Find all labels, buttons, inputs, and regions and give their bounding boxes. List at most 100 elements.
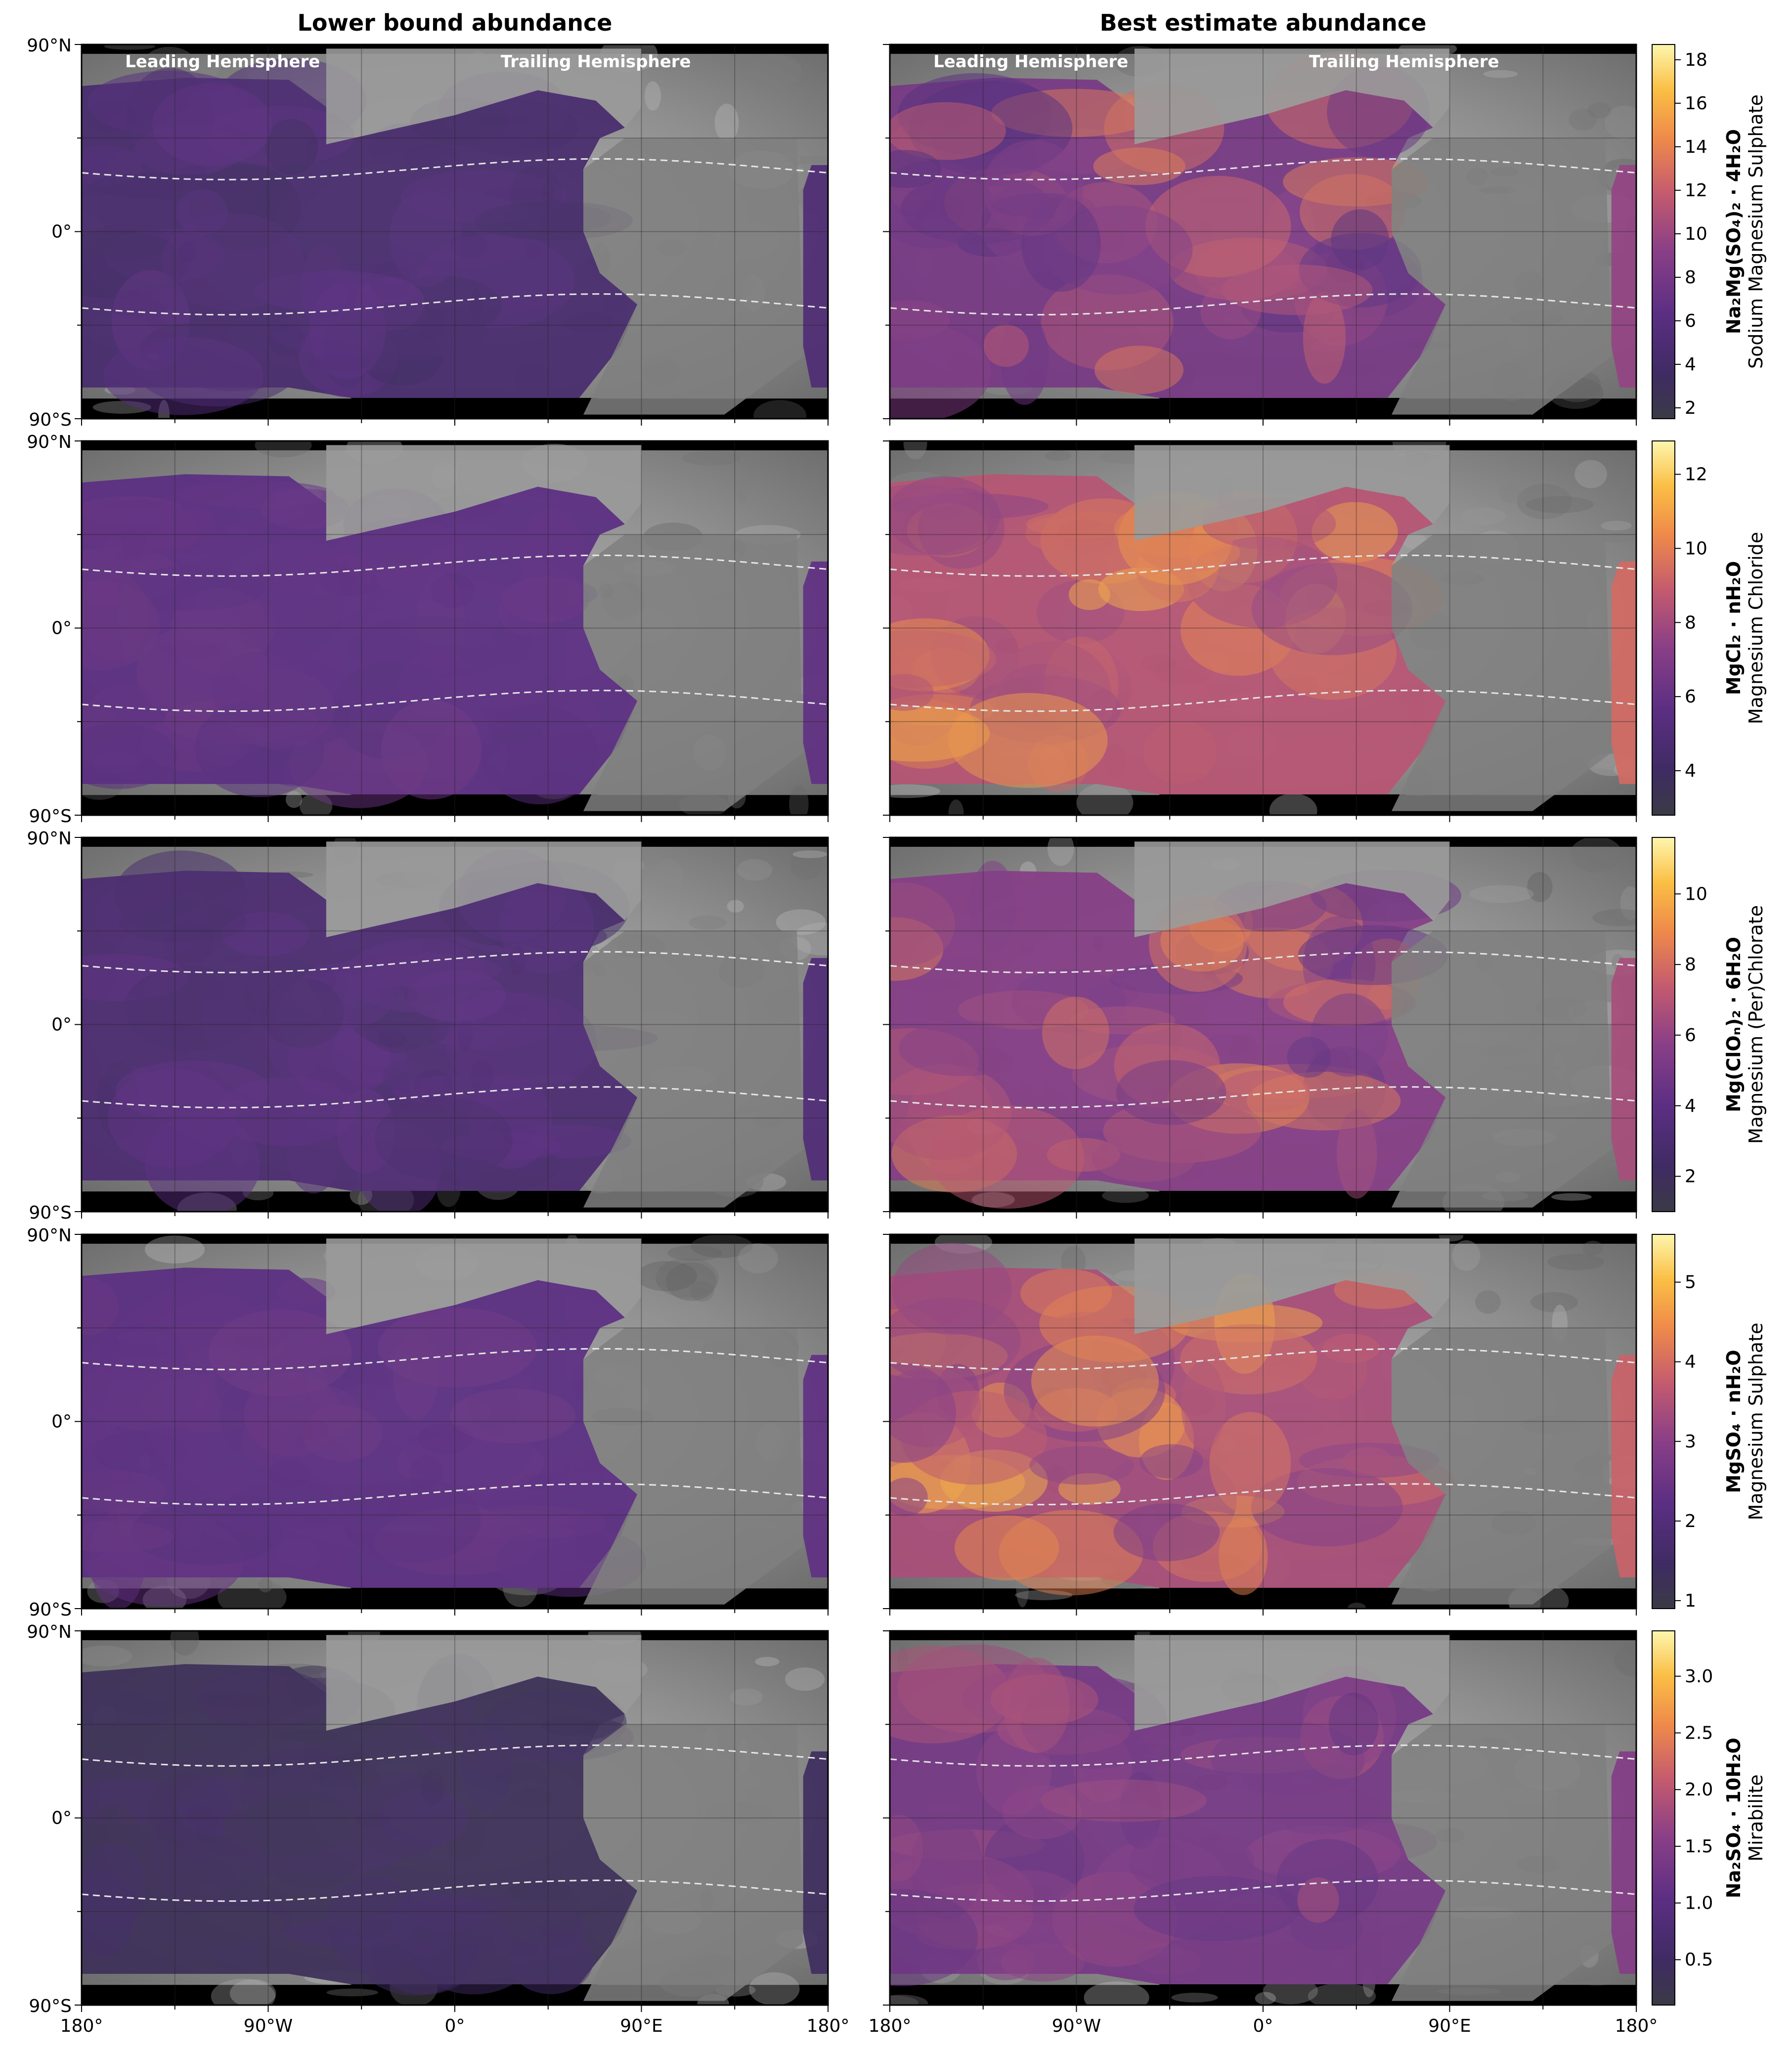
colorbar-1: 2 4 6 8 10 12 14 16 18 Na₂Mg(SO₄)₂ · 4H₂O Sodium M…: [1652, 44, 1767, 419]
colorbar-tick-label: 2: [1685, 1511, 1696, 1531]
map-panel-r4-c1: 90°N 0° 90°S: [27, 1225, 829, 1620]
south-gap: [1159, 1984, 1406, 2000]
uncovered-region: [326, 48, 642, 144]
map-panel-r3-c2: [883, 836, 1637, 1219]
y-tick-label: 0°: [51, 222, 72, 242]
y-tick-label: 90°N: [27, 432, 72, 452]
x-tick-label: 180°: [1615, 2016, 1658, 2036]
uncovered-region: [326, 445, 642, 541]
uncovered-region-east: [1392, 1724, 1612, 2001]
hemisphere-label: Leading Hemisphere: [933, 52, 1128, 72]
colorbar-tick-label: 12: [1685, 464, 1707, 484]
colorbar-tick-label: 1.5: [1685, 1836, 1713, 1857]
colorbar-tick-label: 6: [1685, 1025, 1696, 1046]
map-panel-r4-c2: [883, 1233, 1637, 1616]
uncovered-region: [1134, 1238, 1450, 1334]
south-gap: [1159, 794, 1406, 810]
uncovered-region-east: [1392, 1328, 1612, 1605]
colorbar-5: 0.5 1.0 1.5 2.0 2.5 3.0 Na₂SO₄ · 10H₂O Mirabili…: [1652, 1630, 1767, 2006]
colorbar-tick-label: 3: [1685, 1432, 1696, 1452]
uncovered-region: [1134, 445, 1450, 541]
abundance-overlay: [890, 1243, 1636, 1596]
colorbar-gradient: [1652, 1630, 1675, 2006]
colorbar-tick-label: 4: [1685, 1352, 1696, 1372]
y-tick-label: 90°S: [29, 1600, 72, 1620]
colorbar-tick-label: 6: [1685, 311, 1696, 331]
overlay-edge-strip: [803, 165, 828, 388]
y-tick-label: 0°: [51, 618, 72, 639]
overlay-edge-strip: [1611, 958, 1636, 1180]
x-tick-label: 180°: [60, 2016, 103, 2036]
hemisphere-label: Leading Hemisphere: [125, 52, 320, 72]
colorbar-tick-label: 18: [1685, 50, 1707, 70]
uncovered-region-east: [583, 138, 803, 415]
abundance-overlay: [82, 1267, 828, 1609]
column-title-1: Lower bound abundance: [298, 9, 612, 36]
y-tick-label: 90°S: [29, 1203, 72, 1223]
uncovered-region: [1134, 841, 1450, 937]
colorbar-tick-label: 2.0: [1685, 1780, 1713, 1800]
map-panel-r1-c2: Leading Hemisphere Trailing Hemisphere: [883, 44, 1637, 426]
uncovered-region: [1134, 48, 1450, 144]
hemisphere-label: Trailing Hemisphere: [501, 52, 691, 72]
x-tick-label: 90°E: [620, 2016, 663, 2036]
uncovered-region-east: [583, 1328, 803, 1605]
uncovered-region: [326, 1238, 642, 1334]
colorbar-tick-label: 3.0: [1685, 1666, 1713, 1687]
x-tick-label: 180°: [869, 2016, 912, 2036]
overlay-edge-strip: [1611, 165, 1636, 388]
colorbar-tick-label: 8: [1685, 955, 1696, 975]
colorbar-4: 1 2 3 4 5 MgSO₄ · nH₂O Magnesium Sulphate: [1652, 1234, 1767, 1611]
uncovered-region-east: [583, 931, 803, 1208]
colorbar-gradient: [1652, 440, 1675, 816]
colorbar-name: Magnesium Chloride: [1745, 532, 1767, 724]
uncovered-region-east: [583, 534, 803, 811]
map-panel-r2-c2: [883, 440, 1637, 822]
x-tick-label: 90°W: [1052, 2016, 1101, 2036]
colorbar-tick-label: 1.0: [1685, 1893, 1713, 1914]
colorbar-tick-label: 6: [1685, 687, 1696, 707]
x-tick-label: 180°: [807, 2016, 850, 2036]
map-panel-r2-c1: 90°N 0° 90°S: [27, 432, 829, 827]
colorbar-tick-label: 2: [1685, 398, 1696, 418]
colorbar-tick-label: 1: [1685, 1591, 1696, 1611]
colorbar-tick-label: 8: [1685, 267, 1696, 288]
abundance-overlay: [890, 51, 1636, 419]
colorbar-gradient: [1652, 44, 1675, 419]
y-tick-label: 90°S: [29, 1996, 72, 2016]
uncovered-region-east: [1392, 138, 1612, 415]
colorbar-3: 2 4 6 8 10 Mg(ClOₙ)₂ · 6H₂O Magnesium (Per)Chl…: [1652, 837, 1767, 1212]
y-tick-label: 90°S: [29, 806, 72, 827]
south-gap: [351, 397, 598, 413]
y-tick-label: 0°: [51, 1412, 72, 1432]
abundance-overlay: [82, 1654, 828, 1996]
overlay-edge-strip: [1611, 1355, 1636, 1577]
colorbar-gradient: [1652, 837, 1675, 1212]
south-gap: [1159, 1587, 1406, 1603]
colorbar-formula: Na₂Mg(SO₄)₂ · 4H₂O: [1723, 129, 1745, 334]
overlay-edge-strip: [803, 1751, 828, 1974]
uncovered-region-east: [1392, 931, 1612, 1208]
overlay-edge-strip: [803, 1355, 828, 1577]
uncovered-region-east: [583, 1724, 803, 2001]
uncovered-region: [1134, 1635, 1450, 1731]
abundance-overlay: [890, 1644, 1636, 1986]
colorbar-name: Magnesium (Per)Chlorate: [1745, 905, 1767, 1144]
abundance-overlay: [82, 849, 828, 1212]
colorbar-tick-label: 4: [1685, 1096, 1696, 1116]
colorbar-tick-label: 2: [1685, 1167, 1696, 1187]
colorbar-2: 4 6 8 10 12 MgCl₂ · nH₂O Magnesium Chloride: [1652, 440, 1767, 816]
colorbar-tick-label: 14: [1685, 137, 1707, 157]
overlay-edge-strip: [803, 561, 828, 784]
colorbar-gradient: [1652, 1234, 1675, 1609]
y-tick-label: 90°N: [27, 1225, 72, 1246]
south-gap: [1159, 397, 1406, 413]
y-tick-label: 0°: [51, 1015, 72, 1035]
x-tick-label: 90°E: [1428, 2016, 1471, 2036]
colorbar-tick-label: 8: [1685, 612, 1696, 633]
overlay-edge-strip: [1611, 1751, 1636, 1974]
colorbar-formula: Na₂SO₄ · 10H₂O: [1723, 1738, 1745, 1898]
overlay-edge-strip: [803, 958, 828, 1180]
uncovered-region: [326, 1635, 642, 1731]
